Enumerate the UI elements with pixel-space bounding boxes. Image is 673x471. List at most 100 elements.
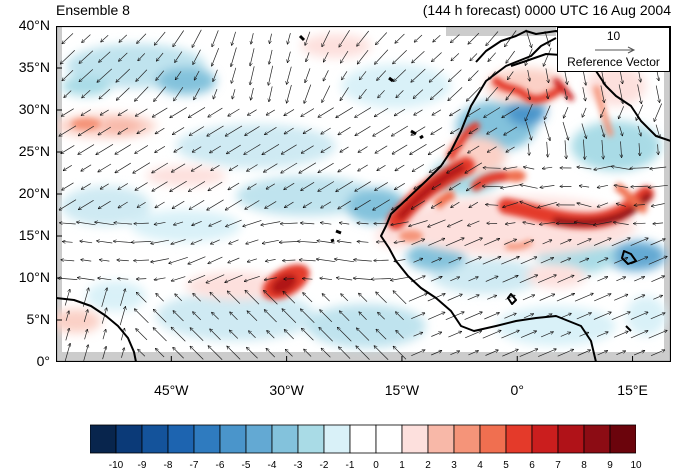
wind-vector bbox=[59, 223, 76, 224]
wind-vector bbox=[247, 258, 258, 262]
wind-vector bbox=[135, 145, 149, 153]
wind-vector bbox=[79, 50, 94, 64]
wind-vector bbox=[131, 241, 152, 242]
wind-vector bbox=[232, 31, 236, 46]
wind-vector bbox=[136, 329, 148, 341]
wind-vector bbox=[265, 259, 276, 261]
wind-vector bbox=[409, 220, 428, 227]
wind-vector bbox=[538, 201, 557, 207]
wind-vector bbox=[320, 223, 332, 225]
wind-vector bbox=[355, 107, 372, 118]
colorbar-label: -9 bbox=[137, 460, 147, 471]
wind-vector bbox=[193, 293, 201, 302]
wind-vector bbox=[211, 239, 220, 244]
colorbar-swatch bbox=[167, 424, 195, 454]
wind-vector bbox=[414, 109, 423, 115]
wind-vector bbox=[284, 279, 295, 280]
wind-vector bbox=[266, 348, 276, 358]
strong-positive-anomaly-layer bbox=[71, 77, 654, 300]
wind-vector bbox=[464, 238, 483, 247]
wind-vector bbox=[577, 350, 591, 356]
wind-vector bbox=[226, 219, 242, 227]
wind-vector bbox=[338, 200, 351, 209]
wind-vector bbox=[544, 30, 550, 46]
title-right: (144 h forecast) 0000 UTC 16 Aug 2004 bbox=[422, 2, 671, 18]
wind-vector bbox=[484, 107, 501, 118]
wind-vector bbox=[95, 222, 115, 226]
wind-vector bbox=[470, 53, 478, 61]
wind-vector bbox=[156, 70, 165, 81]
wind-vector bbox=[102, 329, 106, 340]
missing-data-top bbox=[446, 26, 556, 36]
wind-vector bbox=[154, 221, 166, 224]
wind-vector bbox=[299, 162, 317, 173]
colorbar-label: 5 bbox=[503, 460, 509, 471]
wind-vector bbox=[655, 85, 659, 103]
wind-vector bbox=[152, 107, 168, 117]
wind-vector bbox=[250, 48, 255, 66]
wind-vector bbox=[355, 126, 371, 135]
wind-vector bbox=[527, 88, 530, 99]
wind-vector bbox=[597, 184, 609, 187]
wind-vector bbox=[543, 47, 552, 66]
wind-vector bbox=[153, 309, 167, 323]
wind-vector bbox=[651, 276, 664, 283]
wind-vector bbox=[321, 201, 332, 208]
wind-vector bbox=[431, 351, 442, 356]
wind-vector bbox=[614, 185, 629, 188]
wind-vector bbox=[246, 239, 259, 244]
wind-vector bbox=[81, 109, 91, 116]
wind-vector bbox=[618, 106, 625, 119]
lat-label: 5°N bbox=[26, 311, 51, 327]
lat-label: 15°N bbox=[18, 227, 50, 243]
wind-vector bbox=[611, 166, 631, 170]
wind-vector bbox=[99, 260, 110, 261]
wind-vector bbox=[394, 69, 407, 82]
wind-vector bbox=[156, 52, 164, 61]
wind-vector bbox=[374, 260, 389, 261]
wind-vector bbox=[373, 199, 390, 210]
wind-vector bbox=[597, 351, 608, 356]
wind-vector bbox=[527, 69, 530, 81]
wind-vector bbox=[210, 329, 221, 340]
wind-vector bbox=[338, 163, 351, 172]
wind-vector bbox=[636, 104, 644, 121]
colorbar-swatch bbox=[115, 424, 143, 454]
wind-vector bbox=[395, 33, 405, 43]
wind-vector bbox=[155, 146, 166, 152]
wind-vector bbox=[468, 32, 480, 44]
wind-vector bbox=[528, 143, 529, 156]
wind-vector bbox=[206, 274, 225, 283]
wind-vector bbox=[522, 295, 535, 301]
lon-label: 30°W bbox=[269, 382, 304, 398]
wind-vector bbox=[284, 127, 294, 134]
wind-vector bbox=[188, 107, 206, 117]
wind-vector bbox=[359, 88, 367, 99]
wind-vector bbox=[395, 164, 405, 171]
wind-vector bbox=[261, 221, 281, 226]
wind-vector bbox=[230, 312, 238, 320]
wind-vector bbox=[597, 202, 609, 207]
wind-vector bbox=[432, 183, 442, 190]
wind-vector bbox=[545, 68, 549, 82]
wind-vector bbox=[546, 89, 548, 99]
wind-vector bbox=[59, 125, 77, 136]
wind-vector bbox=[653, 223, 664, 224]
wind-vector bbox=[340, 87, 349, 100]
wind-vector bbox=[650, 166, 667, 169]
wind-vector bbox=[375, 182, 388, 190]
wind-vector bbox=[264, 277, 277, 280]
wind-vector bbox=[208, 256, 223, 264]
colorbar-swatch bbox=[219, 424, 247, 454]
wind-vector bbox=[188, 274, 206, 282]
wind-vector bbox=[451, 201, 460, 207]
wind-vector bbox=[519, 275, 538, 284]
wind-vector bbox=[594, 294, 611, 302]
wind-vector bbox=[483, 239, 500, 246]
colorbar-label: 4 bbox=[477, 460, 483, 471]
wind-vector bbox=[597, 277, 607, 282]
wind-vector bbox=[378, 90, 385, 98]
wind-vector bbox=[171, 276, 186, 282]
wind-vector bbox=[192, 220, 202, 225]
wind-vector bbox=[432, 109, 442, 115]
